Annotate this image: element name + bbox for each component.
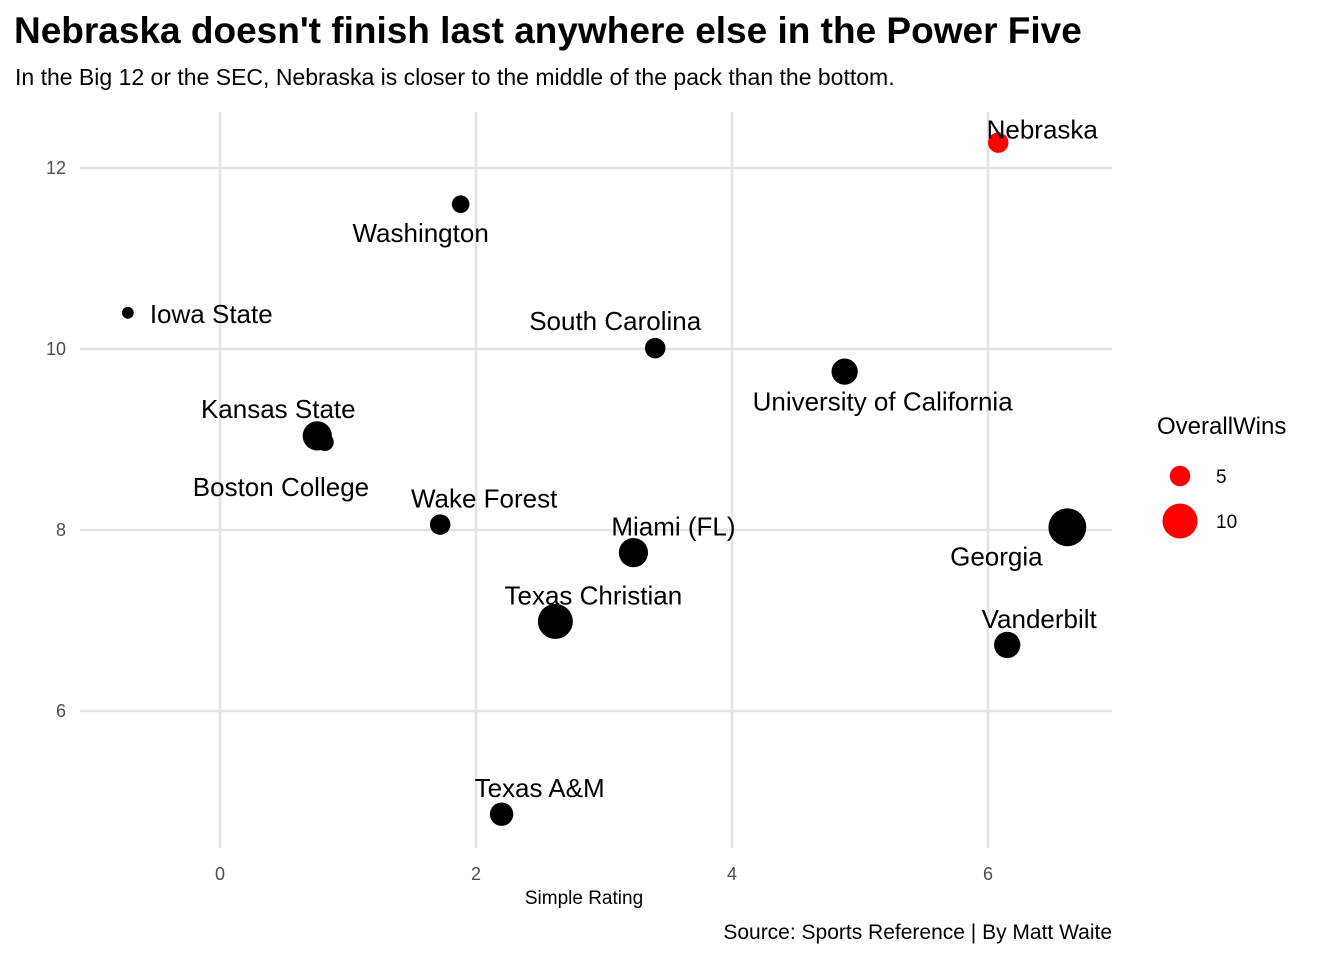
point-label: Georgia	[950, 541, 1043, 571]
point-label: Washington	[352, 218, 488, 248]
data-point	[1048, 508, 1087, 547]
point-label: Iowa State	[150, 299, 273, 329]
legend-label: 10	[1216, 512, 1237, 533]
point-labels: Nebraska Washington Iowa State South Caroli…	[150, 115, 1099, 804]
y-tick-label: 10	[46, 339, 66, 359]
legend-key	[1162, 503, 1198, 539]
x-tick-label: 4	[727, 864, 737, 884]
point-label: Boston College	[193, 472, 369, 502]
data-point	[121, 306, 134, 319]
point-label: Wake Forest	[411, 484, 558, 514]
x-tick-label: 2	[471, 864, 481, 884]
tick-labels: 0 2 4 6 6 8 10 12	[46, 158, 993, 884]
data-point	[994, 631, 1021, 659]
point-label: South Carolina	[529, 306, 702, 336]
y-tick-label: 12	[46, 158, 66, 178]
x-tick-label: 6	[983, 864, 993, 884]
data-points	[121, 132, 1087, 826]
x-axis-title: Simple Rating	[525, 888, 643, 909]
data-point	[644, 337, 666, 359]
point-label: Vanderbilt	[982, 604, 1098, 634]
data-point	[987, 132, 1009, 153]
y-tick-label: 6	[56, 701, 66, 721]
data-point	[316, 433, 334, 452]
grid-lines	[80, 112, 1112, 848]
point-label: University of California	[753, 387, 1014, 417]
legend-label: 5	[1216, 467, 1227, 488]
data-point	[451, 195, 470, 213]
point-label: Miami (FL)	[611, 512, 735, 542]
point-label: Texas Christian	[504, 580, 682, 610]
chart-subtitle: In the Big 12 or the SEC, Nebraska is cl…	[15, 64, 895, 90]
chart-caption: Source: Sports Reference | By Matt Waite	[723, 921, 1112, 944]
point-label: Kansas State	[201, 394, 356, 424]
data-point	[618, 538, 649, 568]
data-point	[489, 802, 514, 826]
data-point	[831, 358, 858, 385]
size-legend: OverallWins 5 10	[1157, 413, 1286, 539]
chart-title: Nebraska doesn't finish last anywhere el…	[14, 10, 1082, 51]
point-label: Nebraska	[987, 115, 1099, 145]
y-tick-label: 8	[56, 520, 66, 540]
point-label: Texas A&M	[475, 773, 605, 803]
data-point	[537, 603, 573, 639]
legend-title: OverallWins	[1157, 413, 1286, 440]
x-tick-label: 0	[215, 864, 225, 884]
data-point	[429, 514, 451, 535]
legend-key	[1169, 465, 1191, 487]
